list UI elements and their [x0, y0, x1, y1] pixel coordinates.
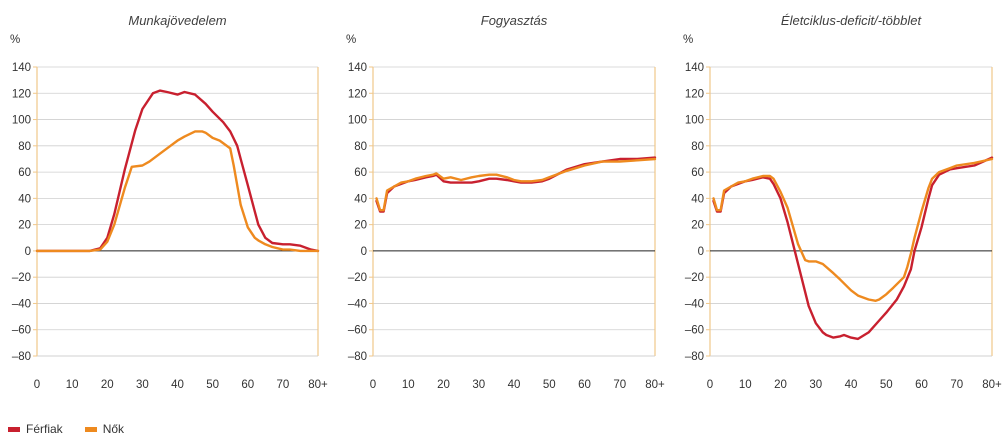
x-tick-label: 20 — [437, 379, 450, 391]
y-unit-label: % — [683, 34, 693, 46]
x-tick-label: 50 — [880, 379, 893, 391]
series-line-nok — [35, 130, 320, 253]
x-tick-label: 50 — [543, 379, 556, 391]
x-tick-label: 60 — [241, 379, 254, 391]
legend-item-ferfiak: Férfiak — [8, 422, 63, 436]
y-tick-label: 20 — [354, 220, 367, 232]
y-tick-label: 120 — [12, 88, 31, 100]
y-tick-label: 40 — [691, 193, 704, 205]
legend-item-nok: Nők — [84, 422, 125, 436]
chart-panels: Munkajövedelem%140120100806040200–20–40–… — [10, 13, 1002, 391]
x-tick-label: 40 — [508, 379, 521, 391]
x-tick-label: 10 — [402, 379, 415, 391]
y-tick-label: 40 — [18, 193, 31, 205]
x-tick-label: 0 — [34, 379, 40, 391]
chart-title: Életciklus-deficit/-többlet — [781, 13, 923, 28]
y-tick-label: 100 — [685, 115, 704, 127]
y-tick-label: 140 — [685, 62, 704, 74]
x-tick-label: 0 — [370, 379, 376, 391]
y-tick-label: –40 — [12, 298, 31, 310]
x-tick-label: 40 — [845, 379, 858, 391]
y-tick-label: –20 — [685, 272, 704, 284]
y-tick-label: 60 — [354, 167, 367, 179]
y-tick-label: –80 — [348, 351, 367, 363]
x-tick-label: 10 — [66, 379, 79, 391]
chart-panel-3: Életciklus-deficit/-többlet%140120100806… — [683, 13, 1002, 391]
y-tick-label: 80 — [691, 141, 704, 153]
legend-swatch-ferfiak — [8, 426, 20, 432]
x-tick-label: 80+ — [982, 379, 1002, 391]
x-tick-label: 0 — [707, 379, 713, 391]
y-tick-label: 20 — [691, 220, 704, 232]
legend: Férfiak Nők — [8, 422, 124, 436]
x-tick-label: 80+ — [308, 379, 328, 391]
x-tick-label: 70 — [950, 379, 963, 391]
y-tick-label: –40 — [348, 298, 367, 310]
y-tick-label: 100 — [348, 115, 367, 127]
y-tick-label: 120 — [685, 88, 704, 100]
y-tick-label: 80 — [354, 141, 367, 153]
y-tick-label: –80 — [12, 351, 31, 363]
y-tick-label: –20 — [12, 272, 31, 284]
x-tick-label: 70 — [276, 379, 289, 391]
y-tick-label: 0 — [698, 246, 704, 258]
y-tick-label: –80 — [685, 351, 704, 363]
x-tick-label: 20 — [774, 379, 787, 391]
y-unit-label: % — [10, 34, 20, 46]
y-tick-label: –60 — [348, 325, 367, 337]
x-tick-label: 80+ — [645, 379, 665, 391]
series-line-nok — [375, 157, 657, 212]
series-line-ferfiak — [712, 156, 994, 341]
series-line-ferfiak — [375, 156, 657, 213]
x-tick-label: 60 — [578, 379, 591, 391]
x-tick-label: 50 — [206, 379, 219, 391]
series-line-ferfiak — [35, 89, 320, 253]
x-tick-label: 30 — [472, 379, 485, 391]
x-tick-label: 30 — [136, 379, 149, 391]
chart-panel-2: Fogyasztás%140120100806040200–20–40–60–8… — [346, 13, 665, 391]
y-tick-label: 0 — [361, 246, 367, 258]
x-tick-label: 10 — [739, 379, 752, 391]
y-tick-label: –60 — [685, 325, 704, 337]
legend-label-ferfiak: Férfiak — [26, 422, 63, 436]
chart-title: Fogyasztás — [481, 13, 548, 28]
y-tick-label: 80 — [18, 141, 31, 153]
y-tick-label: –40 — [685, 298, 704, 310]
chart-panel-1: Munkajövedelem%140120100806040200–20–40–… — [10, 13, 328, 391]
y-tick-label: –60 — [12, 325, 31, 337]
y-tick-label: 100 — [12, 115, 31, 127]
x-tick-label: 20 — [101, 379, 114, 391]
series-line-nok — [712, 157, 994, 302]
y-tick-label: 60 — [691, 167, 704, 179]
y-tick-label: –20 — [348, 272, 367, 284]
y-tick-label: 140 — [12, 62, 31, 74]
x-tick-label: 60 — [915, 379, 928, 391]
x-tick-label: 70 — [613, 379, 626, 391]
chart-title: Munkajövedelem — [128, 13, 226, 28]
legend-swatch-nok — [84, 426, 97, 432]
y-tick-label: 60 — [18, 167, 31, 179]
x-tick-label: 30 — [809, 379, 822, 391]
y-tick-label: 40 — [354, 193, 367, 205]
legend-label-nok: Nők — [102, 422, 125, 436]
y-unit-label: % — [346, 34, 356, 46]
x-tick-label: 40 — [171, 379, 184, 391]
y-tick-label: 0 — [25, 246, 31, 258]
y-tick-label: 20 — [18, 220, 31, 232]
y-tick-label: 120 — [348, 88, 367, 100]
y-tick-label: 140 — [348, 62, 367, 74]
